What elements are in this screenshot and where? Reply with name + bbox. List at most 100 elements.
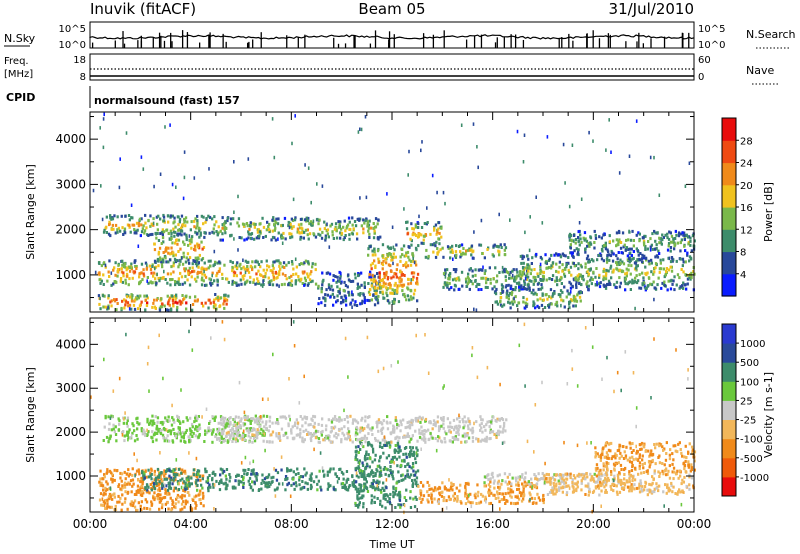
echo-cell <box>116 228 119 232</box>
echo-cell <box>606 248 609 252</box>
echo-cell <box>225 302 228 306</box>
echo-cell <box>632 239 635 242</box>
echo-cell <box>117 428 120 432</box>
echo-cell <box>362 231 365 235</box>
echo-cell <box>177 215 180 219</box>
echo-cell <box>100 264 103 268</box>
echo-cell <box>307 282 310 286</box>
echo-cell <box>260 283 263 287</box>
echo-cell <box>221 223 224 227</box>
echo-cell <box>263 275 266 279</box>
echo-cell <box>332 467 335 471</box>
echo-cell <box>481 430 484 434</box>
echo-cell <box>438 242 441 246</box>
echo-cell <box>395 275 398 279</box>
echo-cell <box>477 268 481 272</box>
echo-cell <box>317 422 320 426</box>
echo-cell <box>196 272 199 276</box>
echo-cell <box>218 431 221 435</box>
echo-cell <box>396 263 399 267</box>
echo-cell <box>684 260 687 264</box>
echo-cell <box>410 418 413 422</box>
echo-cell <box>625 274 628 278</box>
echo-cell <box>139 480 142 484</box>
echo-cell <box>212 428 215 432</box>
echo-cell <box>214 435 217 439</box>
echo-cell <box>404 474 407 478</box>
echo-cell <box>627 238 630 242</box>
echo-cell <box>449 246 452 250</box>
echo-cell <box>484 428 487 432</box>
echo-cell <box>452 494 455 498</box>
colorbar-tick-label: 12 <box>740 225 753 236</box>
echo-cell <box>411 462 415 465</box>
echo-cell <box>197 493 200 497</box>
echo-cell <box>389 264 392 268</box>
echo-cell <box>161 482 164 486</box>
echo-cell <box>690 274 693 278</box>
echo-cell <box>254 474 257 478</box>
echo-cell <box>608 258 611 262</box>
echo-cell <box>363 427 366 431</box>
echo-cell <box>108 437 111 441</box>
echo-cell <box>610 249 613 253</box>
echo-cell <box>119 279 122 283</box>
echo-cell <box>229 422 232 426</box>
echo-cell <box>248 483 251 486</box>
echo-cell <box>290 232 293 236</box>
echo-cell <box>495 419 498 423</box>
echo-cell <box>368 273 371 277</box>
echo-cell <box>205 283 208 287</box>
echo-cell <box>157 252 160 256</box>
echo-cell <box>340 301 343 304</box>
echo-cell <box>179 508 182 512</box>
echo-cell <box>223 469 226 473</box>
echo-cell <box>146 507 149 510</box>
echo-cell <box>229 435 232 439</box>
echo-cell <box>178 473 181 477</box>
echo-cell <box>101 484 105 488</box>
echo-cell <box>635 261 637 266</box>
echo-cell <box>278 261 281 265</box>
echo-cell <box>361 428 365 432</box>
echo-cell <box>111 497 114 501</box>
echo-cell <box>391 225 394 229</box>
echo-cell <box>432 250 435 254</box>
echo-cell <box>244 418 247 421</box>
echo-cell <box>198 253 201 257</box>
echo-cell <box>653 247 657 251</box>
echo-cell <box>176 232 179 236</box>
echo-cell <box>299 237 302 241</box>
echo-cell <box>223 439 227 443</box>
echo-cell <box>164 278 167 281</box>
echo-cell <box>179 247 182 251</box>
echo-cell <box>527 287 530 291</box>
echo-cell <box>158 489 162 493</box>
echo-cell <box>111 493 115 497</box>
echo-cell <box>195 232 199 236</box>
echo-cell <box>649 245 652 249</box>
echo-cell <box>554 279 557 283</box>
echo-cell <box>652 280 655 284</box>
echo-cell <box>374 438 377 442</box>
echo-cell <box>326 228 330 232</box>
echo-cell <box>158 279 161 283</box>
echo-cell <box>643 254 646 258</box>
echo-cell <box>574 276 578 280</box>
echo-cell <box>412 465 415 469</box>
echo-cell <box>437 227 440 231</box>
echo-cell <box>104 263 107 268</box>
echo-cell <box>121 502 124 506</box>
echo-cell <box>261 420 264 424</box>
echo-cell <box>485 437 488 441</box>
echo-cell <box>366 457 369 461</box>
echo-cell <box>535 195 537 199</box>
echo-cell <box>332 487 335 491</box>
echo-cell <box>231 280 235 284</box>
echo-cell <box>227 280 230 284</box>
echo-cell <box>272 278 276 282</box>
echo-cell <box>247 418 250 422</box>
echo-cell <box>466 424 470 428</box>
echo-cell <box>185 235 188 239</box>
echo-cell <box>101 477 104 481</box>
